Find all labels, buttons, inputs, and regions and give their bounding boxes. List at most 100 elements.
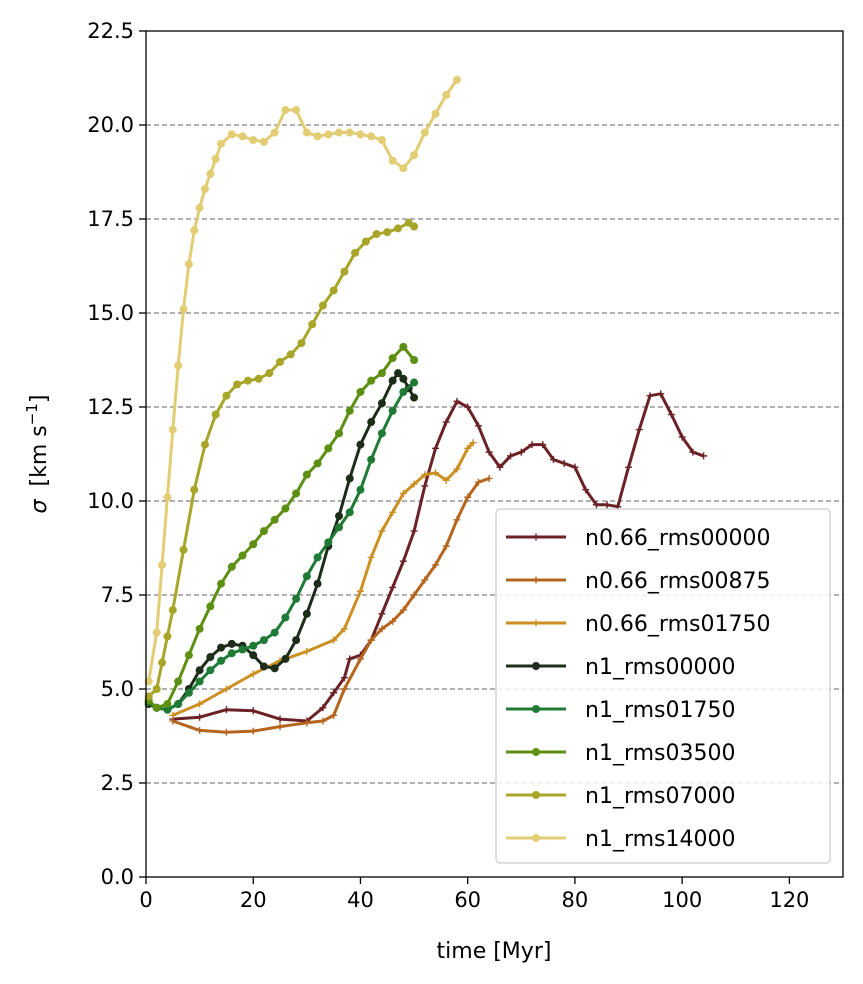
data-point (217, 656, 226, 665)
series-n1_rms03500 (144, 342, 419, 712)
data-point (367, 376, 376, 385)
series-n0.66_rms00875 (169, 474, 493, 736)
data-point (163, 632, 172, 641)
data-point (377, 136, 386, 145)
data-point (528, 441, 536, 449)
series-n1_rms01750 (144, 378, 419, 714)
grid-lines (146, 124, 843, 784)
data-point (196, 726, 204, 734)
data-point (196, 700, 204, 708)
data-point (432, 561, 440, 569)
data-point (259, 662, 268, 671)
data-point (442, 476, 450, 484)
data-point (532, 791, 540, 799)
data-point (195, 203, 204, 212)
data-point (393, 224, 402, 233)
data-point (144, 692, 153, 701)
data-point (196, 713, 204, 721)
data-point (292, 636, 301, 645)
data-point (356, 655, 364, 663)
data-point (152, 703, 161, 712)
data-point (340, 685, 348, 693)
x-tick-label: 20 (240, 888, 267, 912)
data-point (302, 572, 311, 581)
y-tick-label: 5.0 (101, 677, 134, 701)
data-point (646, 392, 654, 400)
legend-label: n1_rms07000 (585, 784, 735, 809)
axis-ticks: 0 20 40 60 80 100 120 0.0 2.5 5.0 7.5 10.0 12.5 15.0 1… (87, 19, 809, 912)
data-point (367, 418, 376, 427)
data-point (356, 440, 365, 449)
data-point (195, 666, 204, 675)
data-point (259, 527, 268, 536)
data-point (308, 320, 317, 329)
data-point (399, 164, 408, 173)
data-point (335, 128, 344, 137)
data-point (270, 128, 279, 137)
data-point (206, 602, 215, 611)
data-point (222, 685, 230, 693)
data-point (345, 406, 354, 415)
series-line (147, 221, 415, 698)
data-point (206, 666, 215, 675)
data-point (195, 677, 204, 686)
data-point (330, 711, 338, 719)
data-point (238, 132, 247, 141)
data-point (469, 439, 477, 447)
x-tick-label: 80 (562, 888, 589, 912)
legend: n0.66_rms00000 n0.66_rms00875 n0.66_rms017… (495, 508, 831, 864)
data-point (377, 369, 386, 378)
data-point (238, 645, 247, 654)
data-point (184, 688, 193, 697)
data-point (303, 647, 311, 655)
data-point (217, 643, 226, 652)
data-point (361, 237, 370, 246)
data-point (356, 130, 365, 139)
data-point (592, 501, 600, 509)
data-point (335, 512, 344, 521)
data-point (249, 727, 257, 735)
y-tick-label: 20.0 (87, 113, 134, 137)
data-point (184, 651, 193, 660)
data-point (345, 508, 354, 517)
data-point (340, 674, 348, 682)
data-point (399, 342, 408, 351)
data-point (420, 128, 429, 137)
legend-label: n1_rms00000 (585, 655, 735, 680)
y-tick-label: 7.5 (101, 583, 134, 607)
data-point (421, 576, 429, 584)
data-point (276, 357, 285, 366)
data-point (389, 583, 397, 591)
data-point (324, 444, 333, 453)
data-point (163, 493, 172, 502)
data-point (249, 651, 258, 660)
data-point (179, 305, 188, 314)
data-point (163, 705, 172, 714)
data-point (399, 489, 407, 497)
data-point (227, 639, 236, 648)
data-point (168, 425, 177, 434)
data-point (452, 75, 461, 84)
data-point (378, 610, 386, 618)
data-point (399, 374, 408, 383)
x-tick-label: 40 (347, 888, 374, 912)
legend-item: n1_rms01750 (506, 698, 735, 723)
data-point (217, 579, 226, 588)
data-point (345, 474, 354, 483)
data-point (190, 485, 199, 494)
data-point (453, 465, 461, 473)
data-point (195, 624, 204, 633)
data-point (549, 456, 557, 464)
data-point (302, 609, 311, 618)
data-point (507, 452, 515, 460)
y-axis-units: [km s (27, 425, 52, 486)
data-point (158, 658, 167, 667)
data-point (389, 508, 397, 516)
data-point (222, 728, 230, 736)
legend-item: n0.66_rms01750 (506, 612, 770, 637)
data-point (635, 426, 643, 434)
data-point (302, 470, 311, 479)
data-point (281, 105, 290, 114)
data-point (249, 707, 257, 715)
